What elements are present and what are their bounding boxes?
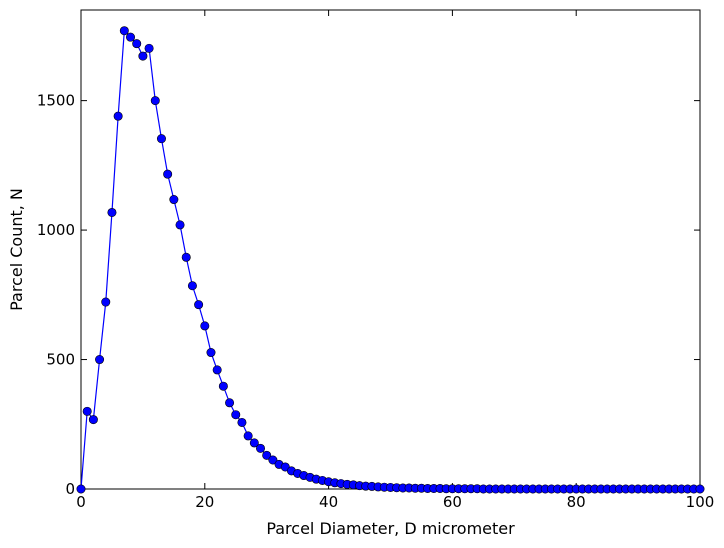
data-point	[181, 252, 191, 262]
plot-area	[80, 9, 701, 490]
series-layer	[76, 26, 705, 494]
data-point	[237, 417, 247, 427]
y-tick-label: 1500	[37, 92, 75, 110]
y-tick-label: 1000	[37, 221, 75, 239]
x-axis-label: Parcel Diameter, D micrometer	[266, 519, 515, 538]
y-tick-label: 0	[65, 480, 75, 498]
x-tick-label: 40	[319, 493, 338, 511]
data-point	[138, 51, 148, 61]
x-tick-label: 80	[567, 493, 586, 511]
data-point	[218, 381, 228, 391]
data-point	[175, 220, 185, 230]
data-point	[101, 297, 111, 307]
x-tick-label: 60	[443, 493, 462, 511]
data-point	[113, 111, 123, 121]
data-point	[225, 398, 235, 408]
data-point	[119, 26, 129, 36]
data-point	[187, 281, 197, 291]
data-point	[268, 455, 278, 465]
data-point	[132, 39, 142, 49]
data-point	[144, 43, 154, 53]
data-point	[126, 32, 136, 42]
x-tick-label: 0	[76, 493, 86, 511]
data-point	[231, 410, 241, 420]
data-point	[76, 484, 86, 494]
data-point	[200, 321, 210, 331]
data-point	[256, 443, 266, 453]
x-tick-label: 20	[195, 493, 214, 511]
data-point	[212, 365, 222, 375]
data-point	[206, 348, 216, 358]
data-point	[249, 438, 259, 448]
x-tick-label: 100	[686, 493, 715, 511]
data-point	[107, 207, 117, 217]
data-point	[262, 450, 272, 460]
data-point	[95, 355, 105, 365]
series-line	[80, 29, 700, 490]
data-point	[695, 484, 705, 494]
data-point	[150, 96, 160, 106]
data-point	[82, 406, 92, 416]
y-tick-label: 500	[46, 351, 75, 369]
data-point	[163, 169, 173, 179]
data-point	[156, 134, 166, 144]
y-axis-label: Parcel Count, N	[7, 188, 26, 311]
data-point	[243, 431, 253, 441]
plot-frame	[80, 9, 701, 490]
data-point	[88, 415, 98, 425]
data-point	[194, 300, 204, 310]
data-point	[169, 195, 179, 205]
